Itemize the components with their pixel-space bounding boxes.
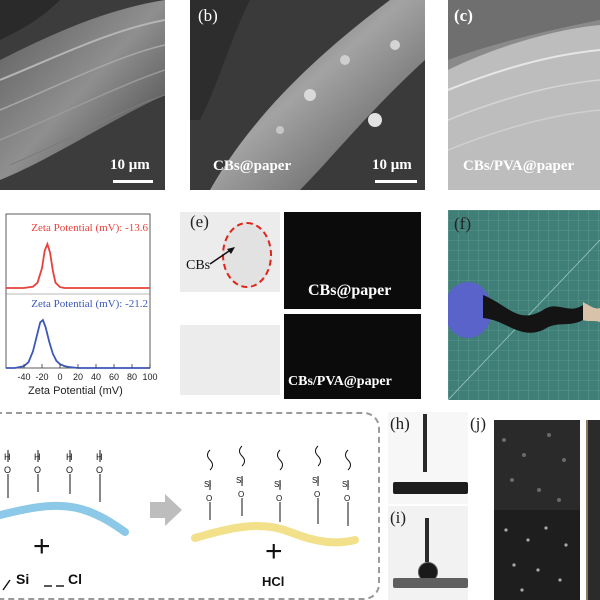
atom-o-1: O [4, 465, 12, 475]
panel-e-cbs-pointer-text: CBs [186, 258, 211, 273]
atom-si-4: Si [312, 476, 320, 485]
panel-c-sample-text: CBs/PVA@paper [463, 158, 575, 174]
panel-f-photo [448, 210, 600, 400]
x-tick-label: 80 [127, 372, 137, 382]
panel-e-pointer-arrow [209, 247, 235, 265]
atom-o-3: O [66, 465, 74, 475]
panel-e-tile-top-text: CBs@paper [308, 282, 392, 299]
x-tick-label: -40 [17, 372, 30, 382]
atom-si-2: Si [236, 476, 244, 485]
zeta-series-2-line [6, 318, 150, 369]
x-tick-label: 20 [73, 372, 83, 382]
panel-b-sem-image [190, 0, 425, 190]
atom-h-4: H [96, 452, 103, 462]
x-tick-label: 0 [57, 372, 62, 382]
x-tick-label: 60 [109, 372, 119, 382]
atom-o-4: O [96, 465, 104, 475]
panel-e-paper-strip-bottom [180, 325, 280, 395]
atom-o-9: O [344, 494, 351, 503]
panel-b-scale-bar [375, 180, 417, 183]
panel-e-cbs-circle [222, 222, 272, 288]
panel-i-substrate [393, 578, 468, 588]
panel-h-substrate [393, 482, 468, 494]
x-tick-label: 40 [91, 372, 101, 382]
zeta-series-1-line [6, 241, 150, 289]
panel-e-tile-top [284, 212, 421, 309]
chart-frame [5, 213, 151, 369]
panel-j-label: (j) [470, 414, 487, 433]
panel-e-tile-bottom-text: CBs/PVA@paper [288, 374, 392, 389]
panel-c-label: (c) [454, 6, 473, 25]
panel-b-label: (b) [198, 6, 218, 25]
atom-si-3: Si [274, 480, 282, 489]
plus-right: + [265, 535, 283, 568]
atom-o-8: O [314, 490, 321, 499]
atom-si-5: Si [342, 480, 350, 489]
atom-si-1: Si [204, 480, 212, 489]
atom-h-2: H [34, 452, 41, 462]
byproduct-hcl: HCl [262, 574, 285, 589]
panel-a-scale-bar [113, 180, 153, 183]
zeta-potential-chart: Zeta Potential (mV): -13.6 Zeta Potential… [5, 213, 158, 382]
panel-h-label: (h) [390, 414, 410, 433]
panel-g-scheme-graphics [0, 445, 359, 591]
atom-o-7: O [276, 494, 283, 503]
zeta-series-1-annotation: Zeta Potential (mV): -13.6 [31, 222, 148, 234]
reagent-cl-text: Cl [68, 571, 82, 587]
x-tick-label: -20 [35, 372, 48, 382]
panel-b-scale-text: 10 μm [372, 157, 412, 173]
panel-a-scale-text: 10 μm [110, 157, 150, 173]
panel-j-image-1 [494, 420, 580, 600]
reagent-si-text: Si [16, 571, 30, 587]
zeta-x-axis-title: Zeta Potential (mV) [28, 385, 123, 397]
panel-i-label: (i) [390, 508, 407, 527]
atom-h-3: H [66, 452, 73, 462]
panel-g-scheme-box [0, 412, 380, 600]
zeta-series-2-annotation: Zeta Potential (mV): -21.2 [31, 298, 148, 310]
atom-o-5: O [206, 494, 213, 503]
panel-f-label: (f) [454, 214, 471, 233]
panel-e-label: (e) [190, 212, 209, 231]
atom-o-2: O [34, 465, 42, 475]
x-tick-label: 100 [142, 372, 157, 382]
panel-i-needle [425, 518, 429, 562]
panel-a-sem-image [0, 0, 165, 190]
panel-b-sample-text: CBs@paper [213, 158, 292, 174]
atom-o-6: O [238, 490, 245, 499]
panel-j-image-2 [586, 420, 600, 600]
atom-h-1: H [4, 452, 11, 462]
panel-h-needle [423, 414, 427, 472]
panel-c-sem-image [448, 0, 600, 190]
panel-e-tile-bottom [284, 314, 421, 399]
plus-left: + [33, 530, 51, 563]
